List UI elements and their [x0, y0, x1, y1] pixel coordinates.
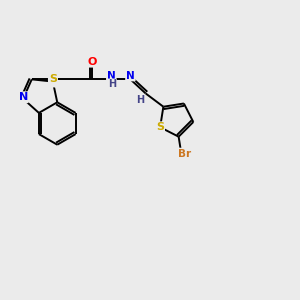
Text: O: O: [87, 57, 97, 67]
Text: N: N: [107, 70, 116, 80]
Text: S: S: [49, 76, 57, 87]
Text: N: N: [126, 70, 135, 80]
Text: S: S: [49, 74, 57, 84]
Text: S: S: [156, 122, 164, 132]
Text: Br: Br: [178, 148, 191, 158]
Text: H: H: [108, 80, 116, 89]
Text: H: H: [136, 95, 145, 105]
Text: N: N: [19, 92, 28, 102]
